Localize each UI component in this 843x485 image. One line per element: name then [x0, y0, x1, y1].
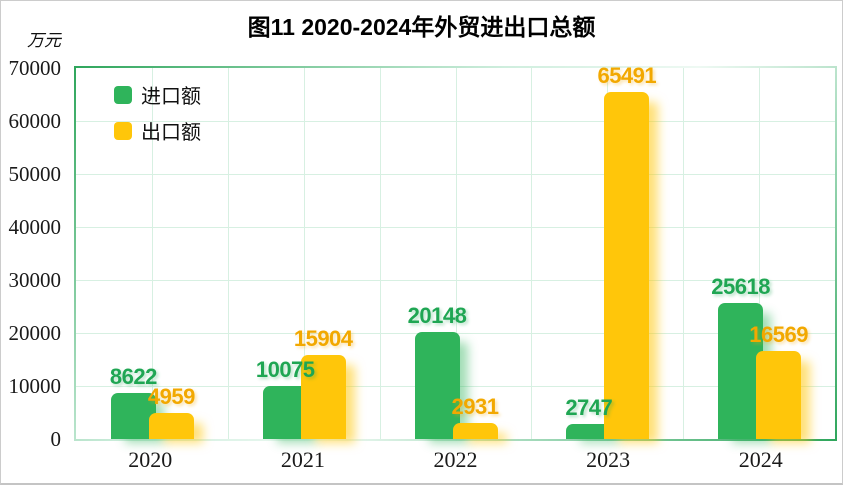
y-axis-tick-label: 20000 [8, 321, 62, 345]
x-axis-label-2023: 2023 [586, 447, 631, 472]
v-gridline [227, 68, 229, 439]
bar-value-label: 4959 [147, 383, 195, 409]
y-axis-unit-label: 万元 [27, 31, 61, 50]
bar-value-label: 8622 [109, 364, 157, 390]
y-axis-tick-label: 60000 [8, 109, 62, 133]
bar-export-2021 [300, 354, 346, 439]
bar-export-2020 [148, 412, 194, 439]
legend: 进口额 出口额 [114, 80, 201, 152]
v-gridline [379, 68, 381, 439]
plot-area: 8622 4959 10075 15904 20148 2931 2747 65491 2561… [74, 62, 837, 441]
x-axis-label-2021: 2021 [280, 447, 325, 472]
legend-label-import: 进口额 [141, 86, 201, 108]
v-gridline [303, 68, 305, 439]
x-axis-label-2020: 2020 [128, 447, 173, 472]
x-axis-label-2024: 2024 [738, 447, 783, 472]
bar-value-label: 15904 [293, 325, 353, 351]
y-axis-tick-label: 70000 [8, 56, 62, 80]
bar-import-2020 [110, 393, 156, 439]
x-axis-label-2022: 2022 [433, 447, 478, 472]
bar-import-2022 [414, 332, 460, 439]
bar-export-2022 [452, 423, 498, 439]
v-gridline [683, 68, 685, 439]
y-axis-tick-label: 0 [50, 427, 62, 451]
y-axis-tick-label: 10000 [8, 374, 62, 398]
bar-import-2023 [566, 424, 612, 439]
bar-import-2024 [718, 303, 764, 439]
bar-export-2024 [756, 351, 802, 439]
bar-value-label: 2931 [451, 394, 499, 420]
legend-swatch-import [114, 85, 132, 104]
bar-value-label: 16569 [749, 322, 808, 348]
v-gridline [531, 68, 533, 439]
legend-label-export: 出口额 [141, 122, 201, 144]
v-gridline [455, 68, 457, 439]
y-axis-tick-label: 30000 [8, 268, 62, 292]
legend-swatch-export [114, 121, 132, 140]
bar-value-label: 2747 [565, 395, 613, 421]
bar-value-label: 65491 [597, 62, 657, 88]
y-axis-tick-label: 50000 [8, 162, 62, 186]
v-gridline [759, 68, 761, 439]
bar-value-label: 10075 [255, 356, 315, 382]
v-gridline [151, 68, 153, 439]
bar-value-label: 20148 [407, 303, 467, 329]
y-axis-tick-label: 40000 [8, 215, 62, 239]
chart-title: 图11 2020-2024年外贸进出口总额 [247, 14, 596, 40]
bar-value-label: 25618 [711, 274, 770, 300]
legend-item-import: 进口额 [114, 80, 201, 109]
bar-import-2021 [262, 385, 308, 439]
bar-export-2023 [604, 91, 650, 439]
legend-item-export: 出口额 [114, 116, 201, 145]
